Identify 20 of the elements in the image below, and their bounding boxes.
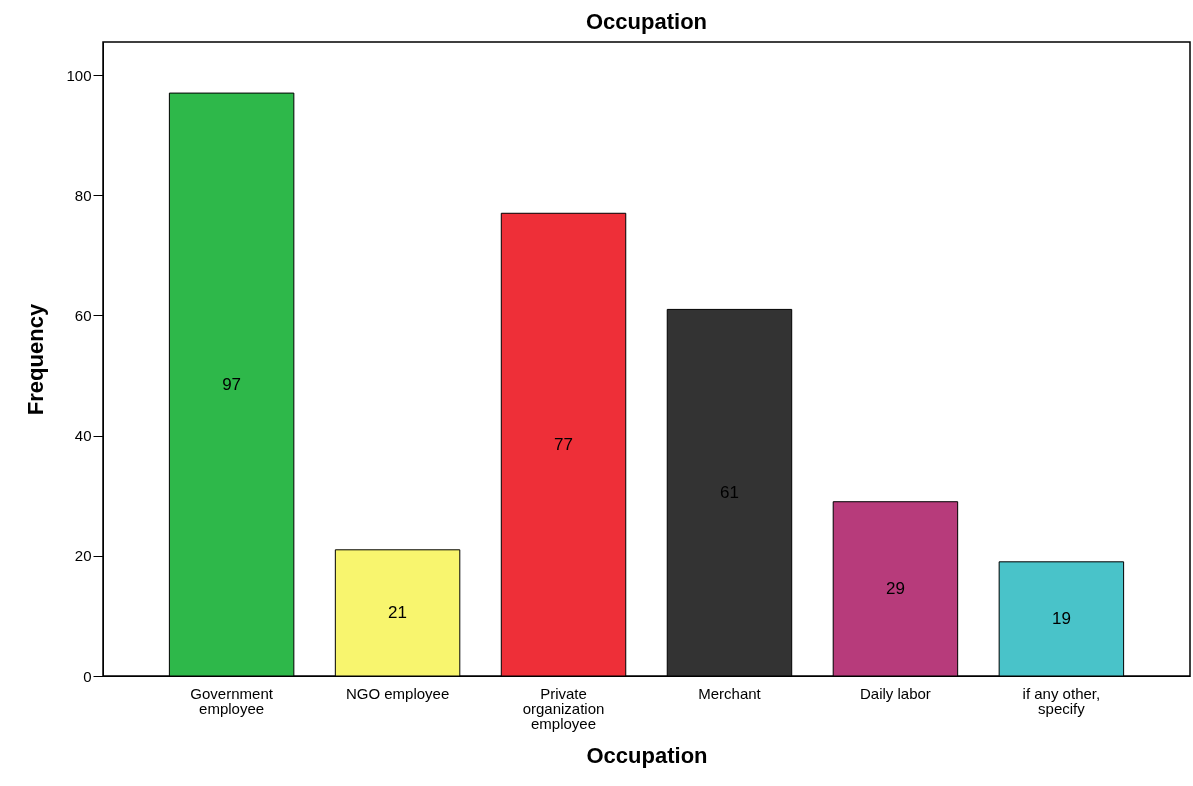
x-tick-label: Private organization employee bbox=[522, 684, 605, 732]
x-tick-label: NGO employee bbox=[345, 684, 450, 702]
x-tick-label: Daily labor bbox=[859, 684, 931, 702]
y-tick-label: 20 bbox=[74, 547, 92, 565]
chart-title: Occupation bbox=[585, 9, 708, 34]
y-tick-label: 80 bbox=[74, 186, 92, 204]
x-tick-label: if any other, specify bbox=[1022, 684, 1101, 717]
data-label: 21 bbox=[388, 602, 408, 622]
y-tick-label: 100 bbox=[66, 66, 92, 84]
y-tick-label: 60 bbox=[74, 306, 92, 324]
x-axis-title: Occupation bbox=[586, 742, 708, 768]
data-label: 77 bbox=[554, 434, 573, 454]
data-label: 29 bbox=[885, 578, 905, 598]
y-tick-label: 40 bbox=[74, 427, 92, 445]
y-axis-title: Frequency bbox=[23, 303, 49, 416]
y-tick-label: 0 bbox=[83, 667, 92, 685]
x-tick-label: Merchant bbox=[698, 684, 762, 702]
data-label: 97 bbox=[222, 374, 242, 394]
x-tick-label: Government employee bbox=[190, 684, 274, 717]
data-label: 19 bbox=[1051, 608, 1071, 628]
